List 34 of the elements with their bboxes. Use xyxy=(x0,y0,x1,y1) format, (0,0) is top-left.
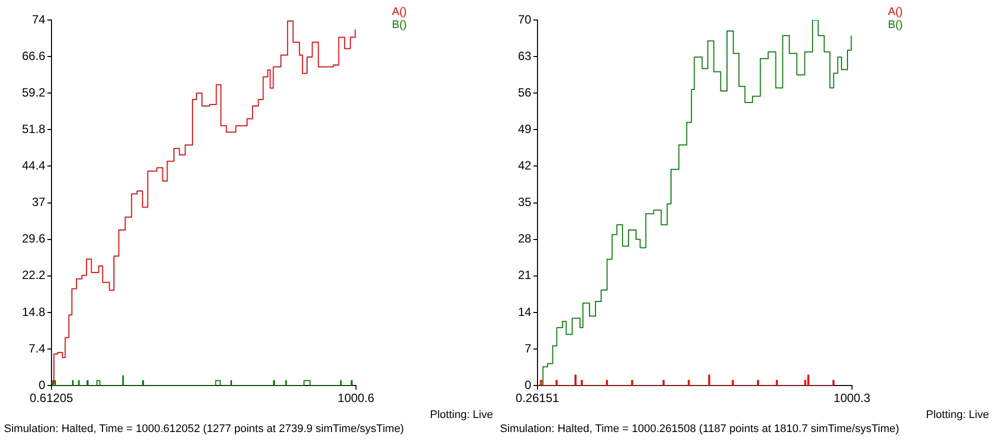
y-tick-label: 7.4 xyxy=(28,341,46,356)
text: A() xyxy=(392,6,407,19)
y-tick-label: 44.4 xyxy=(22,158,46,173)
text: A() xyxy=(888,6,903,19)
y-tick-label: 14 xyxy=(518,304,532,319)
y-tick-label: 51.8 xyxy=(22,122,46,136)
x-tick-label: 0.26151 xyxy=(516,391,560,406)
text: Simulation: Halted, Time = 1000.612052 (1277 points at 2739.9 simTime/sysTime) xyxy=(4,423,404,435)
text: Simulation: Halted, Time = 1000.261508 (1187 points at 1810.7 simTime/sysTime) xyxy=(500,423,900,435)
y-tick-label: 14.8 xyxy=(22,304,46,319)
y-tick-label: 0 xyxy=(524,378,532,392)
x-tick-label: 0.61205 xyxy=(30,391,74,406)
y-tick-label: 59.2 xyxy=(22,85,46,100)
y-tick-label: 49 xyxy=(518,122,532,136)
text: Plotting: Live xyxy=(926,409,989,421)
y-tick-label: 42 xyxy=(518,158,532,173)
y-tick-label: 28 xyxy=(518,232,532,246)
y-tick-label: 35 xyxy=(518,195,532,210)
y-tick-label: 37 xyxy=(32,195,46,210)
text: Plotting: Live xyxy=(430,409,493,421)
y-tick-label: 22.2 xyxy=(22,268,46,282)
y-tick-label: 7 xyxy=(524,341,532,356)
y-tick-label: 63 xyxy=(518,48,532,63)
y-tick-label: 29.6 xyxy=(22,232,46,246)
x-tick-label: 1000.6 xyxy=(338,391,375,406)
y-tick-label: 21 xyxy=(518,268,532,282)
text: B() xyxy=(888,19,903,32)
x-tick-label: 1000.3 xyxy=(834,391,871,406)
y-tick-label: 74 xyxy=(32,12,46,26)
y-tick-label: 66.6 xyxy=(22,48,46,63)
y-tick-label: 56 xyxy=(518,85,532,100)
text: B() xyxy=(392,19,407,32)
y-tick-label: 0 xyxy=(38,378,46,392)
y-tick-label: 70 xyxy=(518,12,532,26)
